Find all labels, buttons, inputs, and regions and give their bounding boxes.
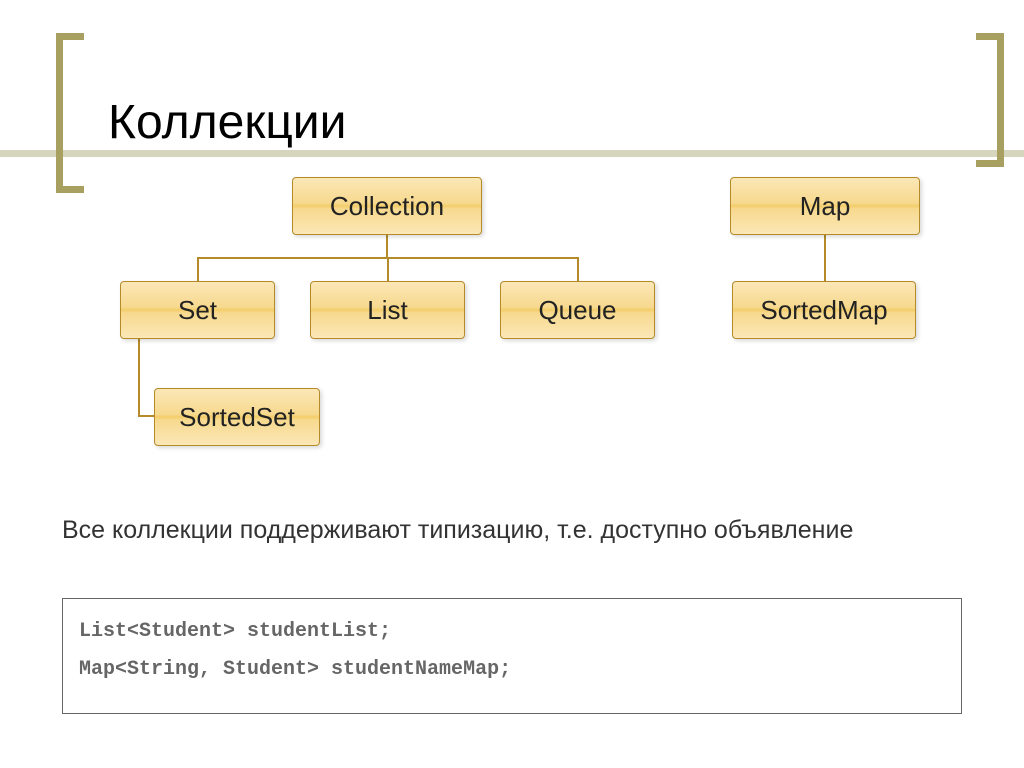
node-label: Set bbox=[178, 295, 217, 326]
node-set: Set bbox=[120, 281, 275, 339]
node-label: Map bbox=[800, 191, 851, 222]
node-label: SortedSet bbox=[179, 402, 295, 433]
code-example-box: List<Student> studentList; Map<String, S… bbox=[62, 598, 962, 714]
conn-set-sortedset-v bbox=[138, 339, 140, 417]
slide-title: Коллекции bbox=[108, 95, 358, 150]
conn-to-set bbox=[197, 257, 199, 281]
node-list: List bbox=[310, 281, 465, 339]
node-sortedset: SortedSet bbox=[154, 388, 320, 446]
conn-map-sortedmap bbox=[824, 235, 826, 281]
conn-to-queue bbox=[577, 257, 579, 281]
node-queue: Queue bbox=[500, 281, 655, 339]
node-map: Map bbox=[730, 177, 920, 235]
node-collection: Collection bbox=[292, 177, 482, 235]
conn-to-list bbox=[387, 257, 389, 281]
node-label: Collection bbox=[330, 191, 444, 222]
node-label: Queue bbox=[538, 295, 616, 326]
description-text: Все коллекции поддерживают типизацию, т.… bbox=[62, 514, 942, 548]
code-line-1: List<Student> studentList; bbox=[79, 613, 945, 651]
code-line-2: Map<String, Student> studentNameMap; bbox=[79, 651, 945, 689]
node-label: List bbox=[367, 295, 407, 326]
node-label: SortedMap bbox=[760, 295, 887, 326]
conn-collection-down bbox=[386, 235, 388, 257]
conn-set-sortedset-h bbox=[138, 415, 154, 417]
node-sortedmap: SortedMap bbox=[732, 281, 916, 339]
